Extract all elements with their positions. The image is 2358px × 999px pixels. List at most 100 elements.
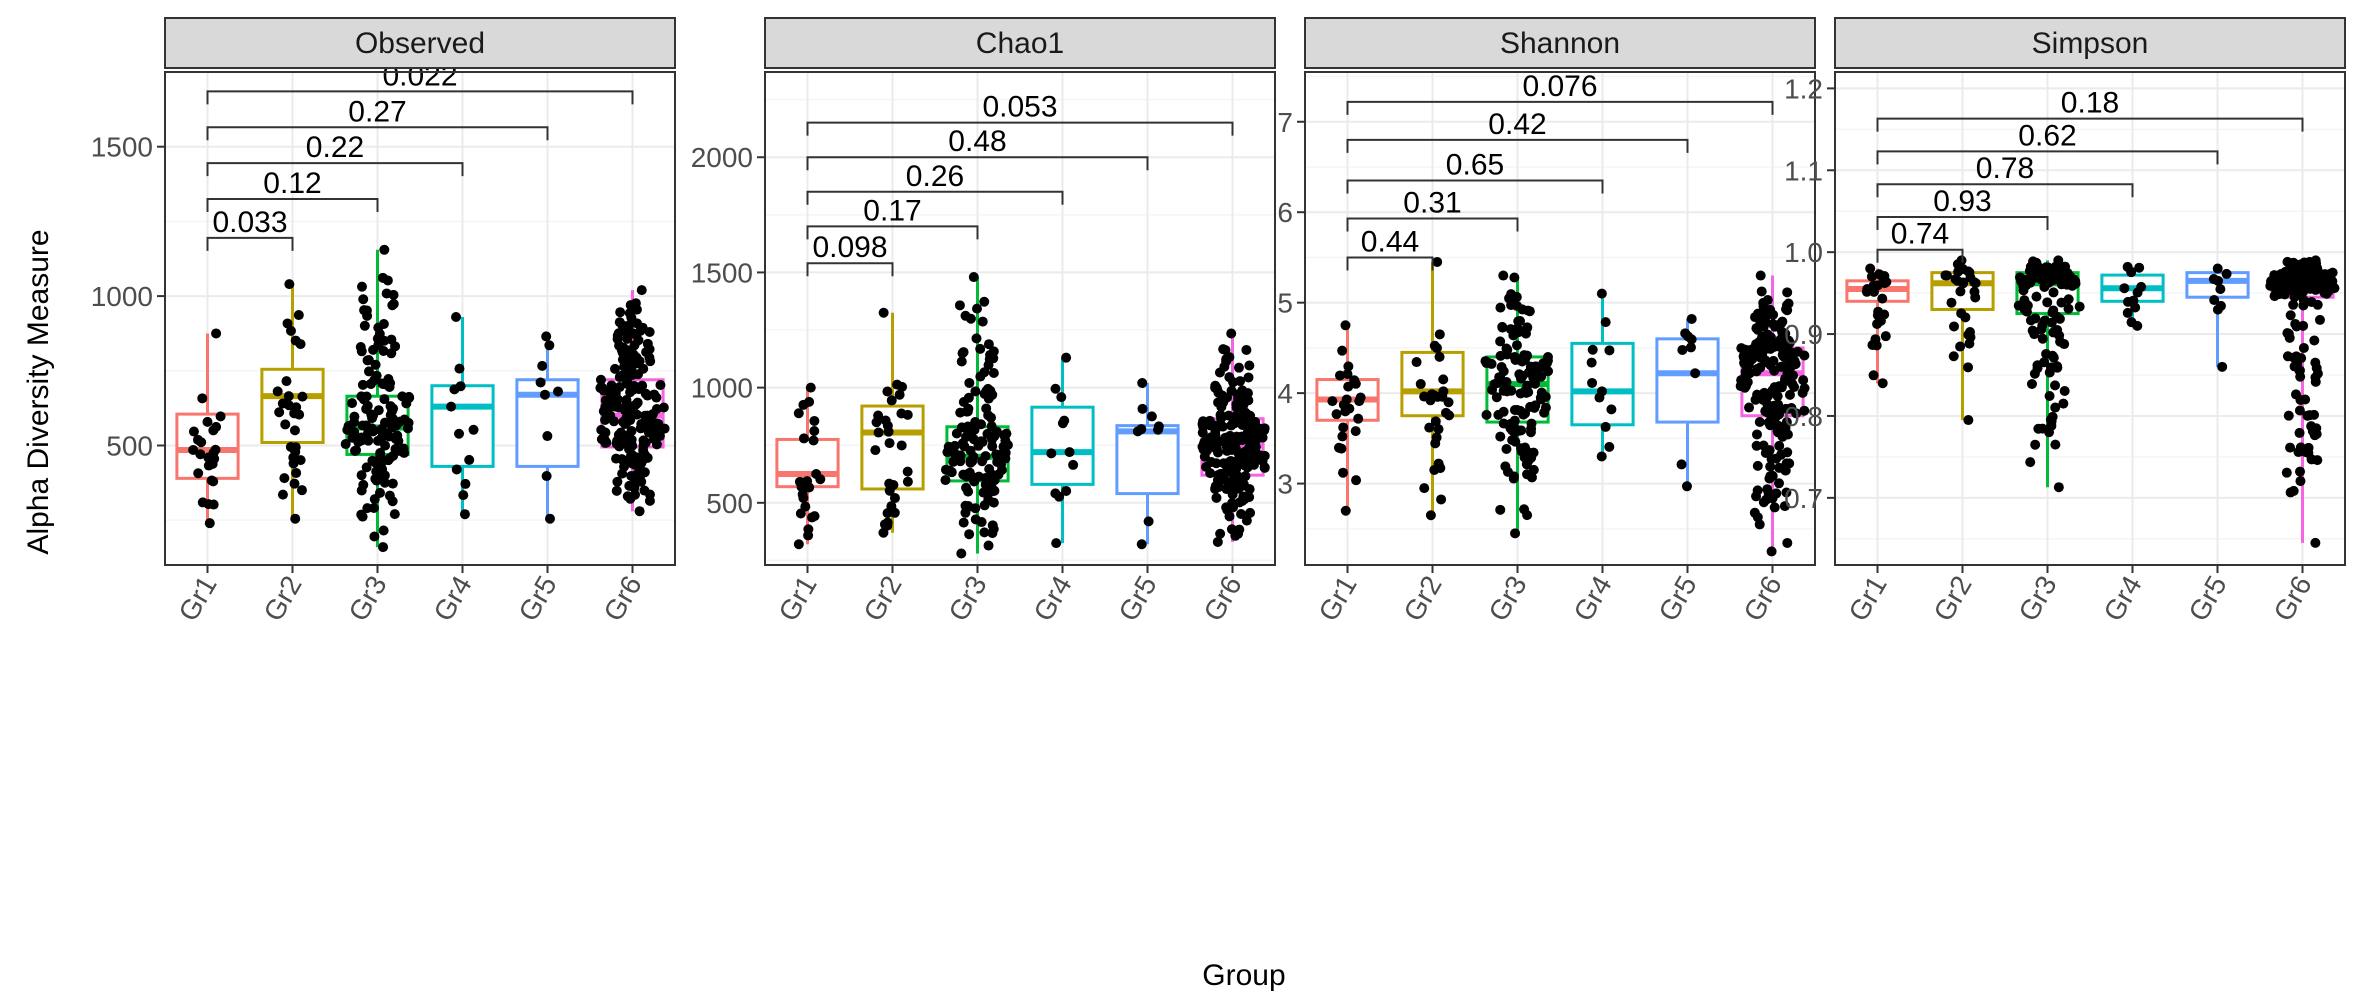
data-point xyxy=(2283,328,2294,339)
data-point xyxy=(2045,362,2056,373)
data-point xyxy=(1765,332,1776,343)
data-point xyxy=(211,328,222,339)
data-point xyxy=(596,424,607,435)
data-point xyxy=(1538,358,1549,369)
data-point xyxy=(1517,355,1528,366)
data-point xyxy=(209,453,220,464)
strip-background xyxy=(164,17,676,69)
data-point xyxy=(963,486,974,497)
data-point xyxy=(1217,421,1228,432)
data-point xyxy=(2132,287,2143,298)
data-point xyxy=(366,409,377,420)
data-point xyxy=(288,452,299,463)
strip-background xyxy=(764,17,1276,69)
data-point xyxy=(460,478,471,489)
data-point xyxy=(451,464,462,475)
data-point xyxy=(1604,441,1615,452)
data-point xyxy=(1496,362,1507,373)
data-point xyxy=(888,479,899,490)
data-point xyxy=(632,397,643,408)
data-point xyxy=(379,429,390,440)
comparison-bracket xyxy=(1346,217,1519,232)
data-point xyxy=(1525,401,1536,412)
data-point xyxy=(1233,528,1244,539)
data-point xyxy=(1509,272,1520,283)
data-point xyxy=(296,485,307,496)
data-point xyxy=(809,415,820,426)
data-point xyxy=(1432,256,1443,267)
data-point xyxy=(1783,368,1794,379)
data-point xyxy=(1221,356,1232,367)
data-point xyxy=(612,476,623,487)
panel-background xyxy=(165,72,675,565)
data-point xyxy=(192,434,203,445)
data-point xyxy=(1233,448,1244,459)
data-point xyxy=(2119,283,2130,294)
data-point xyxy=(1963,362,1974,373)
data-point xyxy=(1767,470,1778,481)
data-point xyxy=(1210,442,1221,453)
data-point xyxy=(955,456,966,467)
comparison-gr1-gr4: 0.22 xyxy=(206,131,464,177)
data-point xyxy=(987,441,998,452)
data-point xyxy=(1509,328,1520,339)
box-iqr xyxy=(1570,341,1635,427)
data-point xyxy=(358,294,369,305)
data-point xyxy=(375,451,386,462)
data-point xyxy=(1143,516,1154,527)
data-point xyxy=(369,494,380,505)
points-gr3 xyxy=(940,272,1013,559)
data-point xyxy=(2056,297,2067,308)
y-tick-label: 1.0 xyxy=(1784,237,1823,268)
data-point xyxy=(637,322,648,333)
data-point xyxy=(1509,352,1520,363)
points-gr3 xyxy=(340,244,415,553)
data-point xyxy=(1751,440,1762,451)
data-point xyxy=(542,431,553,442)
data-point xyxy=(1784,389,1795,400)
data-point xyxy=(870,445,881,456)
data-point xyxy=(1219,436,1230,447)
data-point xyxy=(202,416,213,427)
data-point xyxy=(357,511,368,522)
data-point xyxy=(2046,317,2057,328)
points-gr6 xyxy=(1197,328,1270,547)
data-point xyxy=(1223,410,1234,421)
data-point xyxy=(2050,402,2061,413)
data-point xyxy=(964,529,975,540)
data-point xyxy=(1735,381,1746,392)
data-point xyxy=(356,470,367,481)
points-gr3 xyxy=(1480,270,1554,539)
comparison-gr1-gr2: 0.098 xyxy=(806,231,894,277)
data-point xyxy=(2014,272,2025,283)
comparison-p-value: 0.033 xyxy=(212,206,287,239)
data-point xyxy=(2059,339,2070,350)
data-point xyxy=(1750,312,1761,323)
data-point xyxy=(2294,405,2305,416)
data-point xyxy=(2026,378,2037,389)
data-point xyxy=(986,421,997,432)
data-point xyxy=(1434,329,1445,340)
data-point xyxy=(1956,308,1967,319)
data-point xyxy=(541,471,552,482)
data-point xyxy=(1530,378,1541,389)
data-point xyxy=(984,463,995,474)
data-point xyxy=(2289,361,2300,372)
data-point xyxy=(979,367,990,378)
data-point xyxy=(1529,368,1540,379)
data-point xyxy=(1509,423,1520,434)
data-point xyxy=(2217,361,2228,372)
data-point xyxy=(1429,464,1440,475)
data-point xyxy=(803,524,814,535)
data-point xyxy=(399,414,410,425)
data-point xyxy=(797,489,808,500)
data-point xyxy=(1228,377,1239,388)
data-point xyxy=(1353,413,1364,424)
comparison-gr1-gr5: 0.27 xyxy=(206,95,549,141)
data-point xyxy=(1232,399,1243,410)
comparison-p-value: 0.18 xyxy=(2061,87,2119,120)
data-point xyxy=(1779,501,1790,512)
data-point xyxy=(1226,328,1237,339)
data-point xyxy=(2290,318,2301,329)
data-point xyxy=(2209,295,2220,306)
